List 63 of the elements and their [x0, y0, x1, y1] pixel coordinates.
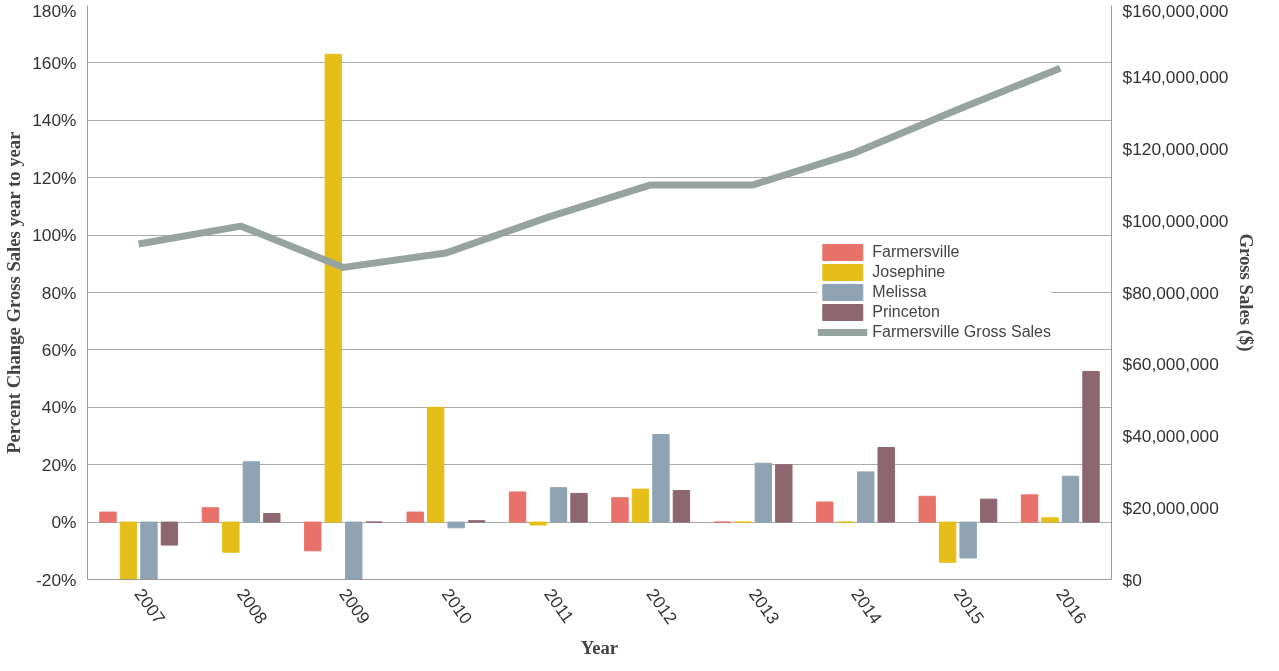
bar	[447, 521, 465, 529]
bar	[1020, 494, 1039, 523]
bar	[160, 521, 179, 546]
bar	[631, 488, 650, 523]
y-tick-label: 160%	[32, 52, 77, 73]
y-tick-label: 0%	[51, 512, 77, 533]
bar	[242, 461, 261, 523]
bar	[201, 507, 220, 523]
y-tick-label: 60%	[41, 339, 77, 360]
y2-tick-label: $160,000,000	[1122, 0, 1229, 21]
bar	[611, 497, 629, 523]
y-axis-title: Percent Change Gross Sales year to year	[3, 131, 25, 454]
bar	[959, 521, 977, 559]
bar	[918, 495, 936, 523]
bar	[877, 446, 895, 523]
bar	[979, 498, 998, 523]
bar	[570, 492, 588, 523]
bar	[775, 464, 793, 523]
bar	[1082, 370, 1100, 523]
y-tick-label: 120%	[32, 167, 77, 188]
y2-tick-label: $80,000,000	[1122, 282, 1219, 303]
bar	[508, 491, 527, 523]
y-tick-label: -20%	[36, 569, 77, 590]
y2-tick-label: $40,000,000	[1122, 426, 1219, 446]
legend-label: Farmersville	[872, 243, 960, 261]
y2-tick-label: $120,000,000	[1122, 139, 1229, 159]
legend-label: Josephine	[872, 263, 946, 281]
bar	[304, 521, 322, 552]
bar	[426, 406, 445, 523]
bar	[406, 511, 424, 523]
bar	[549, 487, 568, 523]
bar	[324, 53, 342, 523]
bar	[754, 462, 773, 523]
y-tick-label: 140%	[32, 110, 77, 131]
y2-tick-label: $20,000,000	[1122, 497, 1219, 518]
y-tick-label: 80%	[41, 282, 77, 303]
y2-axis-title: Gross Sales ($)	[1235, 233, 1258, 352]
bar	[938, 521, 957, 563]
legend-label: Melissa	[872, 283, 927, 301]
bar	[99, 511, 117, 523]
legend-label: Farmersville Gross Sales	[872, 323, 1051, 341]
y2-tick-label: $100,000,000	[1122, 210, 1229, 231]
legend-label: Princeton	[872, 303, 940, 321]
bar	[652, 434, 670, 523]
bar	[816, 501, 834, 523]
y-tick-label: 20%	[41, 454, 77, 475]
y2-tick-label: $0	[1122, 569, 1142, 590]
bar	[1061, 475, 1080, 523]
bar	[529, 521, 547, 526]
y-tick-label: 100%	[32, 225, 77, 246]
y-tick-label: 40%	[41, 397, 77, 418]
bar	[140, 521, 158, 580]
bar	[672, 490, 691, 523]
bar	[857, 471, 875, 523]
bar	[222, 521, 240, 553]
bar	[263, 512, 281, 523]
y-tick-label: 180%	[32, 0, 77, 21]
bar	[345, 521, 363, 580]
bar	[1041, 517, 1059, 523]
y2-tick-label: $140,000,000	[1122, 67, 1229, 88]
y2-tick-label: $60,000,000	[1122, 354, 1219, 375]
x-axis-title: Year	[580, 636, 619, 658]
bar	[119, 521, 138, 580]
